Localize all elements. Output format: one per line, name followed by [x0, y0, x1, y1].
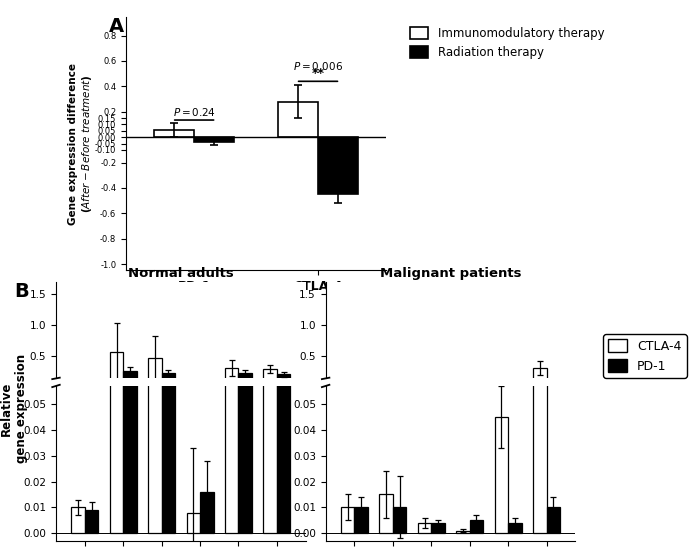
Bar: [263, 0, 277, 533]
Bar: [162, 373, 175, 386]
Bar: [200, 492, 214, 533]
Bar: [277, 17, 290, 533]
Bar: [123, 0, 136, 533]
Bar: [225, 368, 239, 386]
Bar: [263, 369, 277, 386]
Bar: [200, 385, 214, 386]
Bar: [495, 417, 508, 533]
Text: Relative
gene expression: Relative gene expression: [0, 354, 28, 463]
Bar: [318, 137, 358, 194]
Bar: [187, 513, 200, 533]
Bar: [123, 371, 136, 386]
Bar: [379, 495, 393, 533]
Bar: [279, 102, 318, 137]
Bar: [155, 130, 194, 137]
Bar: [508, 523, 522, 533]
Bar: [110, 0, 123, 533]
Legend: Immunomodulatory therapy, Radiation therapy: Immunomodulatory therapy, Radiation ther…: [406, 23, 609, 64]
Bar: [341, 507, 354, 533]
Y-axis label: Gene expression difference
($\mathit{After-Before\ treatment}$): Gene expression difference ($\mathit{Aft…: [67, 62, 94, 225]
Bar: [148, 358, 162, 386]
Bar: [110, 353, 123, 386]
Text: $\it{P=0.24}$: $\it{P=0.24}$: [173, 106, 216, 118]
Bar: [547, 507, 560, 533]
Title: Malignant patients: Malignant patients: [380, 267, 522, 280]
Bar: [470, 521, 483, 533]
Bar: [456, 530, 470, 533]
Text: $\it{P=0.006}$: $\it{P=0.006}$: [293, 60, 343, 72]
Bar: [194, 137, 234, 142]
Bar: [239, 373, 252, 386]
Bar: [225, 0, 239, 533]
Bar: [162, 0, 175, 533]
Text: A: A: [108, 17, 124, 35]
Title: Normal adults: Normal adults: [128, 267, 234, 280]
Bar: [495, 384, 508, 386]
Text: B: B: [14, 282, 29, 300]
Bar: [393, 507, 406, 533]
Bar: [71, 507, 85, 533]
Bar: [148, 0, 162, 533]
Text: **: **: [312, 67, 325, 80]
Legend: CTLA-4, PD-1: CTLA-4, PD-1: [603, 335, 687, 378]
Bar: [354, 507, 368, 533]
Bar: [533, 0, 547, 533]
Bar: [239, 0, 252, 533]
Bar: [379, 385, 393, 386]
Bar: [533, 368, 547, 386]
Bar: [85, 510, 98, 533]
Bar: [418, 523, 431, 533]
Bar: [431, 523, 444, 533]
Bar: [277, 374, 290, 386]
